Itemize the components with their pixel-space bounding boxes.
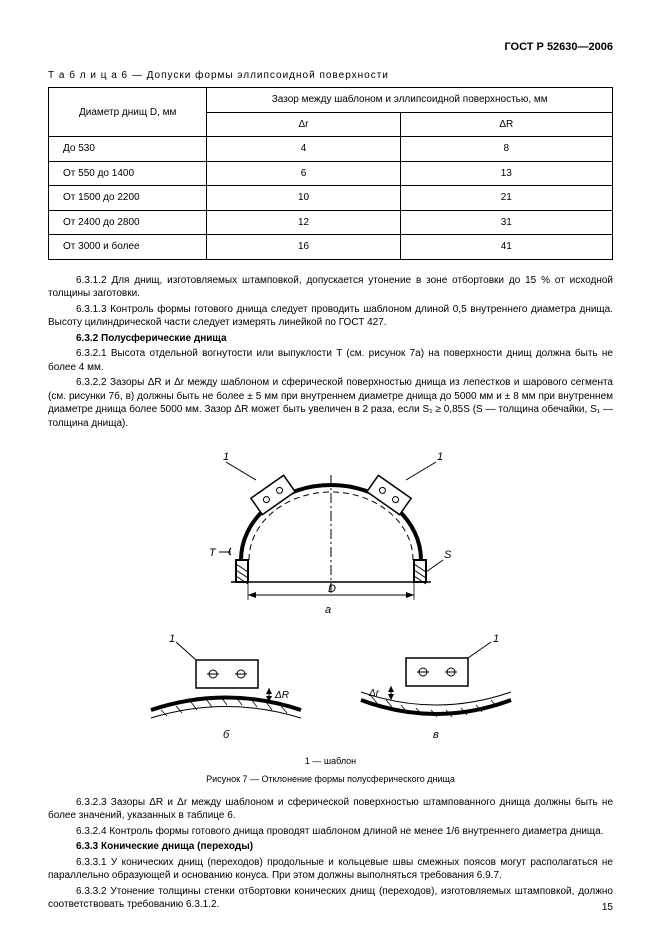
cell-d: От 1500 до 2200	[49, 186, 207, 211]
cell-dR: 31	[400, 210, 612, 235]
label-dR: ΔR	[274, 690, 289, 701]
label-1: 1	[169, 633, 175, 645]
page-number: 15	[602, 901, 613, 915]
cell-d: От 2400 до 2800	[49, 210, 207, 235]
label-dr: Δr	[368, 688, 380, 699]
document-id: ГОСТ Р 52630—2006	[48, 40, 613, 55]
cell-dR: 41	[400, 235, 612, 260]
para-6312: 6.3.1.2 Для днищ, изготовляемых штамповк…	[48, 274, 613, 301]
figlabel-v: в	[433, 729, 439, 741]
cell-dr: 6	[207, 161, 400, 186]
figlabel-b: б	[223, 729, 230, 741]
cell-d: От 3000 и более	[49, 235, 207, 260]
label-T: T	[209, 547, 217, 559]
cell-dr: 10	[207, 186, 400, 211]
cell-dr: 4	[207, 137, 400, 162]
figure-7-caption: Рисунок 7 — Отклонение формы полусфериче…	[48, 773, 613, 785]
cell-dR: 8	[400, 137, 612, 162]
th-diameter: Диаметр днищ D, мм	[49, 88, 207, 137]
cell-d: От 550 до 1400	[49, 161, 207, 186]
table-6-caption: Т а б л и ц а 6 — Допуски формы эллипсои…	[48, 69, 613, 83]
table-6: Диаметр днищ D, мм Зазор между шаблоном …	[48, 87, 613, 260]
para-6323: 6.3.2.3 Зазоры ΔR и Δr между шаблоном и …	[48, 796, 613, 823]
table-row: От 2400 до 2800 12 31	[49, 210, 613, 235]
label-1: 1	[437, 451, 443, 463]
label-1: 1	[493, 633, 499, 645]
label-S: S	[444, 549, 452, 561]
para-6331: 6.3.3.1 У конических днищ (переходов) пр…	[48, 856, 613, 883]
table-row: До 530 4 8	[49, 137, 613, 162]
figlabel-a: а	[324, 604, 330, 615]
figure-7bv: 1 ΔR б 1	[48, 630, 613, 750]
cell-d: До 530	[49, 137, 207, 162]
para-6324: 6.3.2.4 Контроль формы готового днища пр…	[48, 825, 613, 839]
th-dr: Δr	[207, 112, 400, 137]
table-row: От 3000 и более 16 41	[49, 235, 613, 260]
para-6322: 6.3.2.2 Зазоры ΔR и Δr между шаблоном и …	[48, 376, 613, 430]
table-row: От 1500 до 2200 10 21	[49, 186, 613, 211]
para-6313: 6.3.1.3 Контроль формы готового днища сл…	[48, 303, 613, 330]
th-dR: ΔR	[400, 112, 612, 137]
page: ГОСТ Р 52630—2006 Т а б л и ц а 6 — Допу…	[0, 0, 661, 936]
label-1: 1	[223, 451, 229, 463]
figure-7a: 1 1 T S D а	[48, 440, 613, 620]
table-row: От 550 до 1400 6 13	[49, 161, 613, 186]
cell-dr: 16	[207, 235, 400, 260]
para-6332: 6.3.3.2 Утонение толщины стенки отбортов…	[48, 885, 613, 912]
para-6321: 6.3.2.1 Высота отдельной вогнутости или …	[48, 347, 613, 374]
heading-633: 6.3.3 Конические днища (переходы)	[48, 840, 613, 854]
heading-632: 6.3.2 Полусферические днища	[48, 332, 613, 346]
th-gap: Зазор между шаблоном и эллипсоидной пове…	[207, 88, 613, 113]
label-D: D	[328, 583, 336, 595]
figure-legend: 1 — шаблон	[48, 755, 613, 767]
cell-dr: 12	[207, 210, 400, 235]
cell-dR: 13	[400, 161, 612, 186]
cell-dR: 21	[400, 186, 612, 211]
